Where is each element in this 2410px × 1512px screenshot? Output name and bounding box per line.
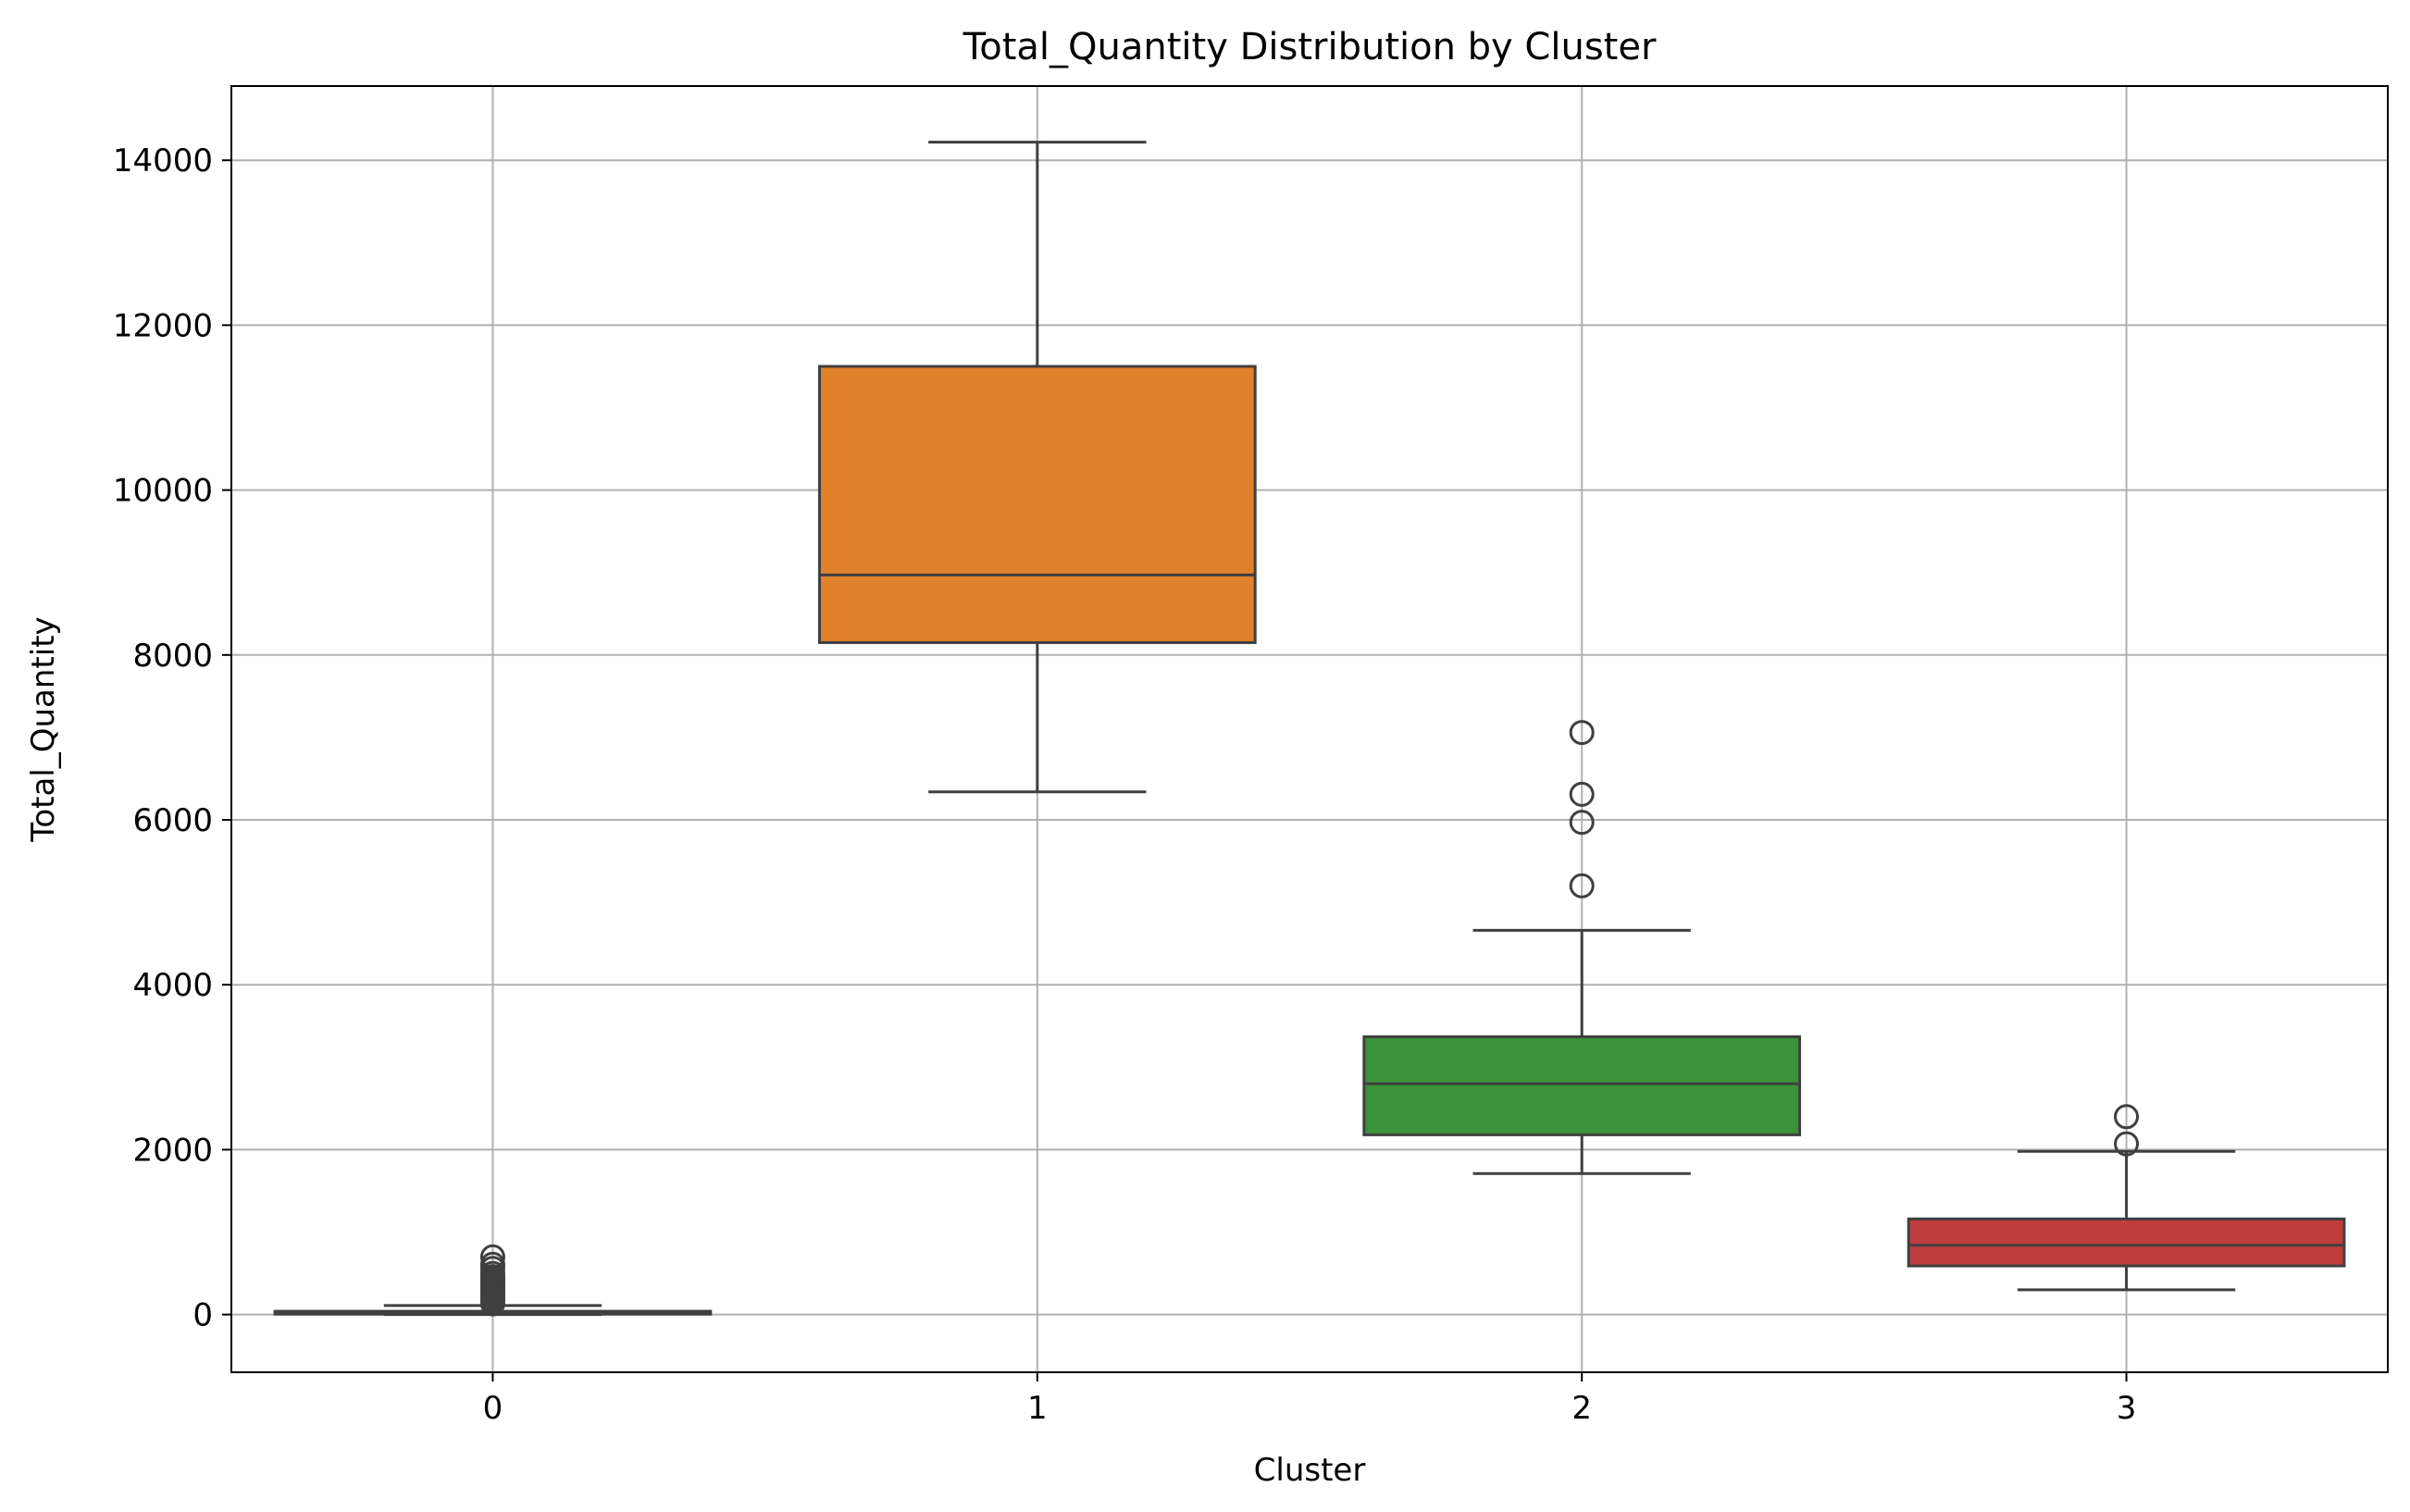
x-axis-label: Cluster xyxy=(1254,1452,1366,1489)
y-tick-label: 8000 xyxy=(132,638,213,675)
x-tick-label: 2 xyxy=(1571,1390,1592,1427)
iqr-box xyxy=(1907,1217,2346,1268)
y-tick-label: 6000 xyxy=(132,802,213,839)
y-axis-label: Total_Quantity xyxy=(25,616,62,842)
outlier-point xyxy=(479,1251,505,1277)
outlier-point xyxy=(1569,781,1595,807)
y-tick-label: 4000 xyxy=(132,967,213,1004)
box-cluster-2 xyxy=(1362,720,1802,1175)
iqr-box xyxy=(1362,1035,1802,1136)
box-cluster-3 xyxy=(1907,1104,2346,1292)
grid-lines xyxy=(231,86,2388,1372)
y-tick-label: 14000 xyxy=(113,143,213,180)
y-tick-label: 12000 xyxy=(113,307,213,344)
chart-title: Total_Quantity Distribution by Cluster xyxy=(963,26,1657,68)
outlier-point xyxy=(479,1244,505,1270)
axes-frame xyxy=(230,85,2389,1373)
x-tick-label: 0 xyxy=(483,1390,503,1427)
box-cluster-0 xyxy=(273,1244,713,1317)
outlier-point xyxy=(1569,720,1595,746)
x-tick-label: 3 xyxy=(2117,1390,2137,1427)
y-tick-label: 10000 xyxy=(113,473,213,510)
box-cluster-1 xyxy=(817,141,1257,794)
outlier-point xyxy=(1569,873,1595,899)
x-tick-label: 1 xyxy=(1027,1390,1048,1427)
iqr-box xyxy=(817,365,1257,644)
y-tick-label: 2000 xyxy=(132,1132,213,1169)
axis-ticks: 0 2000 4000 6000 8000 10000 12000 14000 0 1 2 3 xyxy=(113,143,2137,1427)
outlier-point xyxy=(2114,1104,2140,1130)
outlier-point xyxy=(1569,810,1595,836)
y-tick-label: 0 xyxy=(193,1297,213,1334)
box-series xyxy=(273,141,2346,1317)
outlier-point xyxy=(2114,1131,2140,1157)
